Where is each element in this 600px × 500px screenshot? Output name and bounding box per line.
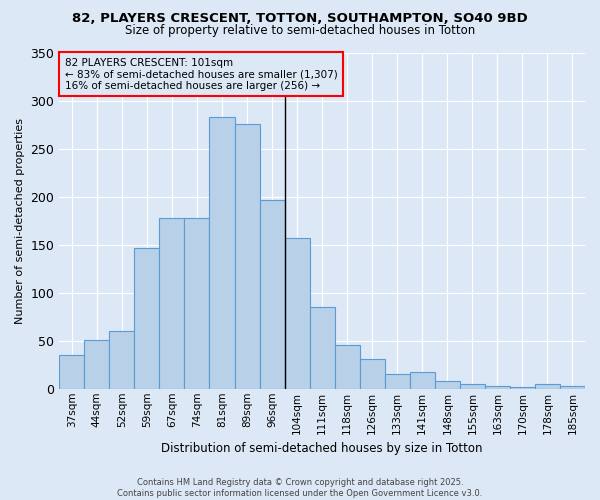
Bar — [535, 384, 560, 389]
Bar — [560, 386, 585, 389]
Bar — [235, 124, 260, 389]
Y-axis label: Number of semi-detached properties: Number of semi-detached properties — [15, 118, 25, 324]
Bar — [435, 381, 460, 389]
Bar — [184, 218, 209, 389]
Text: 82 PLAYERS CRESCENT: 101sqm
← 83% of semi-detached houses are smaller (1,307)
16: 82 PLAYERS CRESCENT: 101sqm ← 83% of sem… — [65, 58, 337, 90]
Bar — [209, 117, 235, 389]
Bar — [260, 200, 284, 389]
Bar — [460, 384, 485, 389]
Text: Size of property relative to semi-detached houses in Totton: Size of property relative to semi-detach… — [125, 24, 475, 37]
Bar — [134, 248, 160, 389]
Bar — [310, 307, 335, 389]
Bar — [284, 238, 310, 389]
Text: 82, PLAYERS CRESCENT, TOTTON, SOUTHAMPTON, SO40 9BD: 82, PLAYERS CRESCENT, TOTTON, SOUTHAMPTO… — [72, 12, 528, 26]
Bar — [385, 374, 410, 389]
Bar — [485, 386, 510, 389]
Bar — [59, 355, 85, 389]
X-axis label: Distribution of semi-detached houses by size in Totton: Distribution of semi-detached houses by … — [161, 442, 483, 455]
Bar — [85, 340, 109, 389]
Bar — [160, 218, 184, 389]
Bar — [335, 344, 359, 389]
Bar — [410, 372, 435, 389]
Bar — [359, 359, 385, 389]
Bar — [510, 387, 535, 389]
Bar — [109, 331, 134, 389]
Text: Contains HM Land Registry data © Crown copyright and database right 2025.
Contai: Contains HM Land Registry data © Crown c… — [118, 478, 482, 498]
